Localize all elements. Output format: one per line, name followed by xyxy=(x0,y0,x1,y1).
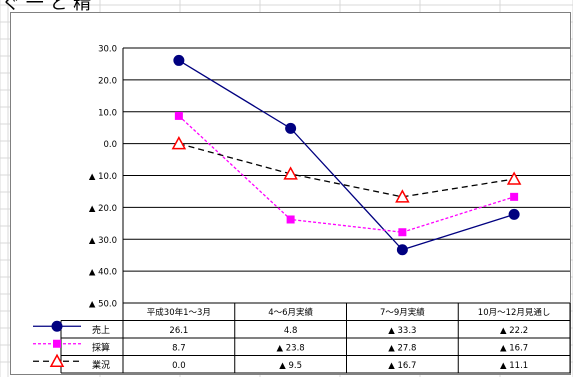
line-chart: 30.0 20.0 10.0 0.0 ▲ 10.0 ▲ 20.0 ▲ 30.0 ▲ 40.0 ▲… xyxy=(33,45,571,374)
data-label-採算-1: ▲ 23.8 xyxy=(277,343,305,353)
marker-業況-1 xyxy=(283,166,298,180)
series-line-採算 xyxy=(178,115,515,233)
marker-採算-2 xyxy=(398,228,407,237)
marker-売上-3 xyxy=(508,208,520,220)
series-line-売上 xyxy=(178,59,515,251)
series-line-業況 xyxy=(178,142,515,198)
y-tick-label: 20.0 xyxy=(98,76,117,86)
y-tick-label: 30.0 xyxy=(98,45,117,55)
legend-label-売上: 売上 xyxy=(92,324,110,336)
marker-採算-3 xyxy=(510,192,519,201)
legend-label-採算: 採算 xyxy=(92,341,110,353)
marker-売上-legend xyxy=(51,320,63,332)
data-label-売上-2: ▲ 33.3 xyxy=(388,326,416,336)
y-tick-label: ▲ 10.0 xyxy=(89,172,117,182)
data-label-業況-2: ▲ 16.7 xyxy=(388,361,416,371)
data-label-採算-0: 8.7 xyxy=(172,343,186,353)
marker-売上-0 xyxy=(173,54,185,66)
data-label-売上-1: 4.8 xyxy=(284,326,298,336)
x-category-label: 7～9月実績 xyxy=(380,307,425,318)
cut-off-heading: ぐ 一 と 精 xyxy=(2,0,92,14)
data-label-業況-3: ▲ 11.1 xyxy=(500,361,528,371)
x-category-label: 10月～12月見通し xyxy=(478,307,551,318)
y-tick-label: 0.0 xyxy=(103,140,117,150)
marker-売上-2 xyxy=(396,244,408,256)
legend-label-業況: 業況 xyxy=(92,359,110,371)
chart-area[interactable]: 30.0 20.0 10.0 0.0 ▲ 10.0 ▲ 20.0 ▲ 30.0 ▲ 40.0 ▲… xyxy=(10,12,571,375)
y-tick-label: ▲ 30.0 xyxy=(89,236,117,246)
data-label-採算-2: ▲ 27.8 xyxy=(388,343,416,353)
y-tick-label: ▲ 40.0 xyxy=(89,268,117,278)
marker-業況-legend xyxy=(49,353,65,367)
marker-採算-0 xyxy=(174,111,183,120)
marker-業況-3 xyxy=(506,171,522,185)
x-category-label: 4～6月実績 xyxy=(268,307,313,318)
y-tick-label: ▲ 20.0 xyxy=(89,204,117,214)
data-label-採算-3: ▲ 16.7 xyxy=(500,343,528,353)
marker-採算-1 xyxy=(286,215,295,224)
marker-採算-legend xyxy=(53,339,61,348)
marker-業況-2 xyxy=(395,189,410,203)
marker-業況-0 xyxy=(171,136,187,150)
x-category-label: 平成30年1～3月 xyxy=(147,307,211,318)
data-label-業況-1: ▲ 9.5 xyxy=(279,361,302,371)
y-tick-label: ▲ 50.0 xyxy=(89,300,117,310)
y-tick-label: 10.0 xyxy=(98,108,117,118)
data-label-業況-0: 0.0 xyxy=(172,361,186,371)
marker-売上-1 xyxy=(285,122,297,134)
data-label-売上-0: 26.1 xyxy=(169,326,188,336)
data-label-売上-3: ▲ 22.2 xyxy=(500,326,528,336)
